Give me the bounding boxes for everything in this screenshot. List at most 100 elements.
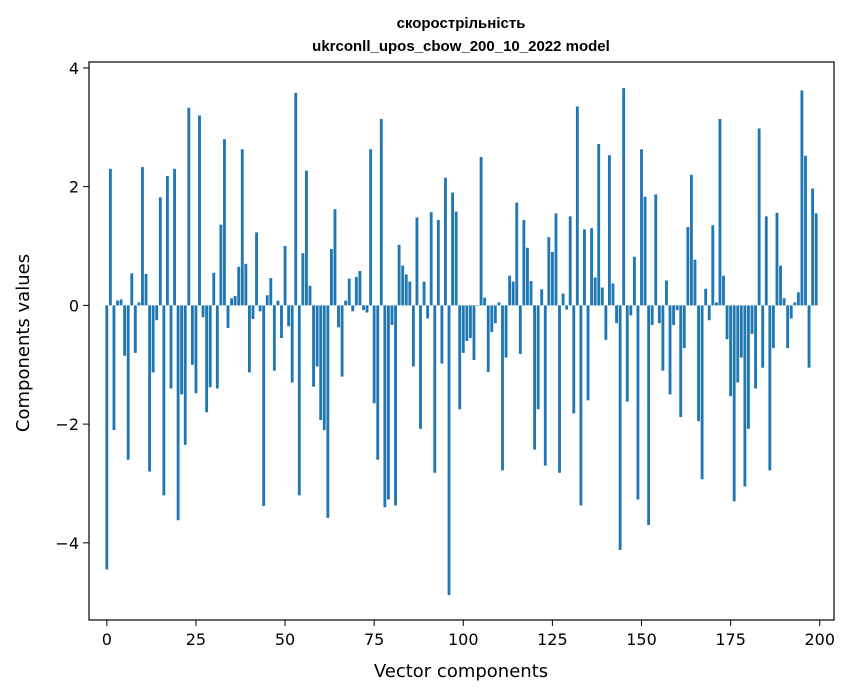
y-axis-label: Components values: [13, 254, 34, 432]
bar: [483, 297, 487, 306]
bar: [640, 149, 643, 306]
bar: [608, 155, 611, 306]
bar: [732, 305, 736, 502]
x-axis-ticks: 0 25 50 75 100 125 150 175 200: [102, 620, 835, 649]
bar: [112, 305, 116, 431]
bar: [215, 305, 219, 389]
bar: [219, 224, 223, 306]
bar: [615, 305, 618, 324]
bar: [468, 305, 472, 339]
bar: [711, 225, 715, 306]
y-tick-label: −4: [55, 534, 79, 553]
bar: [383, 305, 387, 508]
bar: [693, 259, 697, 306]
bar: [351, 305, 355, 312]
bar: [643, 196, 647, 306]
bar: [461, 305, 465, 353]
bar: [518, 305, 522, 355]
bar: [105, 305, 109, 570]
bar: [454, 211, 458, 306]
x-tick-label: 25: [186, 630, 206, 649]
y-tick-label: 4: [69, 59, 79, 78]
bar: [636, 305, 640, 500]
bar: [451, 192, 455, 306]
bar: [739, 305, 743, 358]
bar: [572, 305, 576, 414]
bar: [344, 300, 348, 306]
bar: [201, 305, 205, 318]
bar: [436, 219, 440, 306]
bar: [433, 305, 437, 473]
bar: [187, 107, 191, 306]
bar: [158, 197, 162, 306]
bar: [754, 305, 757, 389]
bar: [558, 305, 561, 473]
bar: [447, 305, 451, 596]
bar: [668, 305, 672, 395]
bar: [319, 305, 323, 420]
bar: [401, 265, 405, 306]
bar: [205, 305, 209, 413]
bar: [251, 305, 255, 320]
x-tick-label: 125: [537, 630, 568, 649]
bar: [126, 305, 130, 460]
x-tick-label: 200: [804, 630, 835, 649]
bar: [554, 213, 558, 306]
bar: [404, 274, 408, 306]
bar: [244, 263, 248, 306]
bar: [526, 247, 529, 306]
bar: [255, 232, 258, 306]
bar: [276, 300, 280, 306]
bar: [757, 128, 761, 306]
bar: [183, 305, 187, 445]
bar: [162, 305, 166, 496]
bar: [497, 302, 501, 306]
bar: [550, 251, 554, 306]
bar: [130, 273, 134, 306]
bar: [771, 305, 775, 349]
bar: [287, 305, 291, 327]
bar: [240, 149, 244, 306]
bar: [811, 188, 815, 306]
bar: [547, 237, 551, 306]
bar: [689, 174, 693, 306]
x-tick-label: 100: [448, 630, 479, 649]
bar: [315, 305, 319, 367]
bar: [233, 295, 237, 306]
bar: [590, 228, 594, 306]
bar: [747, 305, 750, 429]
bar: [326, 305, 330, 518]
bar: [262, 305, 266, 507]
bar: [540, 289, 544, 306]
bar: [565, 305, 569, 310]
bar: [511, 281, 515, 306]
bar: [700, 305, 704, 480]
bar: [657, 305, 661, 324]
x-tick-label: 75: [364, 630, 384, 649]
x-tick-label: 150: [626, 630, 657, 649]
bar: [379, 118, 383, 306]
bar: [116, 300, 119, 306]
bar: [814, 213, 818, 306]
y-tick-label: 2: [69, 178, 79, 197]
bar: [272, 305, 276, 371]
bar: [522, 219, 526, 306]
bar: [169, 305, 173, 389]
bar: [583, 229, 586, 306]
bar: [173, 168, 176, 306]
x-tick-label: 175: [715, 630, 746, 649]
bar: [144, 273, 148, 306]
bar: [340, 305, 344, 377]
x-axis-label: Vector components: [374, 661, 548, 682]
bar: [761, 305, 765, 368]
bar: [458, 305, 462, 410]
bar: [536, 305, 540, 410]
bar: [208, 305, 212, 388]
bar: [804, 155, 807, 306]
bar: [568, 216, 572, 306]
bar: [294, 92, 298, 306]
bar: [151, 305, 155, 373]
bar: [501, 305, 504, 471]
bar: [119, 299, 123, 306]
